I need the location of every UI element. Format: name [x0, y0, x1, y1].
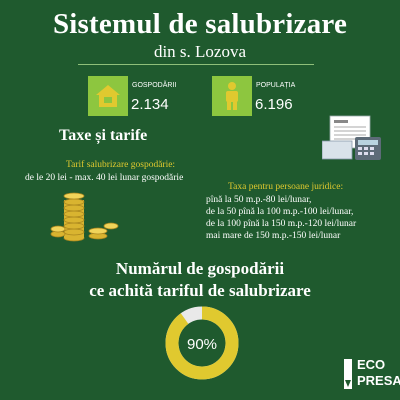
taxes-title: Taxe și tarife [59, 127, 148, 144]
logo-line-2: PRESA [357, 373, 400, 388]
donut-percent-label: 90% [187, 336, 217, 353]
households-paying-title-line: Numărul de gospodării [115, 259, 285, 278]
households-paying-title: Numărul de gospodării ce achită tariful … [0, 258, 400, 302]
households-label: GOSPODĂRII [132, 82, 177, 89]
population-label: POPULAȚIA [256, 82, 296, 89]
household-tariff-text: de le 20 lei - max. 40 lei lunar gospodă… [25, 173, 184, 183]
ecopresa-logo: ECO PRESA [342, 356, 400, 392]
legal-tax-title: Taxa pentru persoane juridice: [228, 182, 344, 192]
percent-donut: 90% [164, 305, 240, 381]
person-icon [212, 76, 252, 116]
legal-tax-line: de la 100 pînă la 150 m.p.-120 lei/lunar [206, 219, 357, 229]
legal-tax-line: mai mare de 150 m.p.-150 lei/lunar [206, 231, 341, 241]
coins-icon [50, 188, 120, 244]
logo-line-1: ECO [357, 357, 386, 372]
households-paying-title-line: ce achită tariful de salubrizare [89, 281, 311, 300]
donut-arc [165, 306, 239, 380]
pen-icon [344, 359, 352, 389]
legal-tax-line: de la 50 pînă la 100 m.p.-100 lei/lunar, [206, 207, 354, 217]
page-subtitle: din s. Lozova [153, 42, 247, 61]
population-value: 6.196 [255, 96, 293, 113]
invoice-calculator-icon [321, 115, 384, 161]
house-icon [88, 76, 128, 116]
title-divider [78, 64, 314, 65]
legal-tax-line: pînă la 50 m.p.-80 lei/lunar, [206, 195, 312, 205]
page-title: Sistemul de salubrizare [52, 8, 348, 40]
household-tariff-title: Tarif salubrizare gospodărie: [66, 160, 176, 170]
households-value: 2.134 [131, 96, 169, 113]
